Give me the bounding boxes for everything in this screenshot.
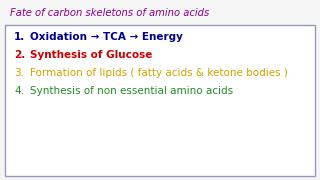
Text: 2.: 2.: [14, 50, 25, 60]
Text: Oxidation → TCA → Energy: Oxidation → TCA → Energy: [30, 32, 183, 42]
Text: Synthesis of Glucose: Synthesis of Glucose: [30, 50, 152, 60]
Text: Synthesis of non essential amino acids: Synthesis of non essential amino acids: [30, 86, 233, 96]
Text: Fate of carbon skeletons of amino acids: Fate of carbon skeletons of amino acids: [10, 8, 209, 18]
Text: 4.: 4.: [14, 86, 24, 96]
Text: Formation of lipids ( fatty acids & ketone bodies ): Formation of lipids ( fatty acids & keto…: [30, 68, 288, 78]
Text: 3.: 3.: [14, 68, 24, 78]
FancyBboxPatch shape: [5, 25, 315, 176]
Text: 1.: 1.: [14, 32, 25, 42]
